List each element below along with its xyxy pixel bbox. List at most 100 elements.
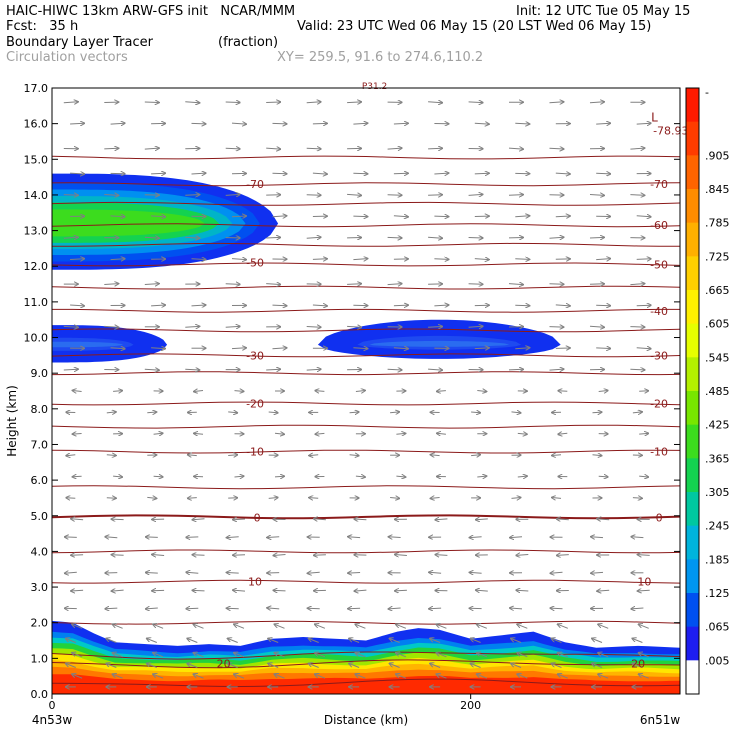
wind-vector-27-13	[596, 173, 610, 174]
contour-line-14	[52, 308, 680, 313]
wind-vector-28-14	[630, 148, 644, 149]
wind-vector-28-2	[144, 148, 159, 149]
colorbar-swatch-13	[686, 525, 699, 560]
wind-vector-21-5	[272, 305, 287, 306]
colorbar-swatch-11	[686, 458, 699, 493]
colorbar: - .905 .845 .785 .725 .665 .605 .545 .485 .425 .36…	[685, 86, 730, 695]
wind-vector-10-10	[470, 537, 482, 538]
wind-vector-14-7	[349, 455, 359, 456]
wind-vector-24-13	[589, 237, 604, 238]
wind-vector-4-4	[228, 639, 238, 643]
wind-vector-1-12	[558, 674, 568, 679]
wind-vector-19-5	[272, 348, 287, 349]
wind-vector-26-8	[387, 195, 402, 196]
wind-vector-11-10	[476, 519, 488, 520]
colorbar-swatch-2	[686, 155, 699, 190]
colorbar-swatch-8	[686, 357, 699, 392]
wind-vector-2-14	[632, 664, 643, 668]
wind-vector-20-1	[104, 326, 118, 327]
wind-vector-5-9	[436, 624, 447, 629]
contour-line-16	[52, 262, 680, 267]
wind-vector-30-12	[549, 102, 564, 103]
wind-vector-16-13	[592, 412, 602, 413]
wind-vector-8-0	[65, 572, 77, 573]
wind-vector-23-1	[110, 259, 125, 260]
wind-vector-16-11	[511, 412, 521, 413]
colorbar-label-0: -	[705, 86, 709, 99]
wind-vector-26-9	[428, 195, 442, 196]
wind-vector-16-5	[268, 412, 278, 413]
wind-vector-12-1	[106, 498, 116, 499]
wind-vector-15-6	[315, 433, 325, 434]
y-axis-label: Height (km)	[5, 385, 19, 456]
wind-vector-21-13	[596, 305, 610, 306]
wind-vector-22-10	[468, 284, 483, 285]
wind-vector-26-11	[508, 195, 523, 196]
wind-vector-30-13	[589, 102, 604, 103]
wind-vector-22-2	[144, 284, 159, 285]
contour-label--30-1: -30	[650, 349, 668, 362]
colorbar-label-8: .485	[705, 385, 730, 398]
wind-vector-19-8	[393, 348, 408, 349]
x-tick-label-0: 0	[49, 699, 56, 712]
wind-vector-2-6	[309, 664, 319, 668]
wind-vector-4-13	[592, 639, 603, 643]
plume-0-layer-5	[52, 209, 205, 237]
wind-vector-29-8	[393, 123, 408, 124]
wind-vector-14-1	[106, 455, 116, 456]
wind-vector-29-7	[353, 123, 367, 124]
wind-vector-3-11	[517, 653, 528, 658]
wind-vector-20-10	[468, 326, 483, 327]
wind-vector-2-5	[268, 664, 279, 668]
wind-vector-5-5	[275, 624, 285, 629]
contour-line-13	[52, 328, 680, 333]
wind-vector-4-5	[268, 639, 279, 643]
wind-vector-5-11	[517, 624, 528, 629]
wind-vector-3-9	[436, 653, 447, 658]
wind-vector-20-7	[347, 326, 361, 327]
wind-vector-3-13	[598, 653, 609, 658]
wind-vector-18-11	[508, 369, 523, 370]
wind-vector-6-9	[429, 608, 442, 609]
wind-vector-2-4	[228, 664, 238, 668]
wind-vector-26-3	[185, 195, 199, 196]
wind-vector-11-4	[233, 519, 246, 520]
contour-label-20-0: 20	[217, 658, 231, 671]
wind-vector-19-7	[353, 348, 367, 349]
wind-vector-3-2	[153, 653, 164, 658]
wind-vector-24-12	[549, 237, 564, 238]
wind-vector-4-14	[632, 639, 643, 643]
wind-vector-6-7	[348, 608, 361, 609]
contour-line-19	[52, 201, 680, 206]
wind-vector-23-6	[312, 259, 327, 260]
wind-vector-8-9	[429, 572, 442, 573]
wind-vector-19-1	[110, 348, 125, 349]
wind-vector-5-6	[315, 624, 326, 629]
contour-line-7	[52, 485, 680, 490]
wind-vector-2-0	[66, 664, 76, 668]
wind-vector-30-9	[428, 102, 442, 103]
contour-line-9	[52, 424, 680, 429]
wind-vector-14-3	[188, 455, 197, 456]
wind-vector-25-4	[231, 216, 246, 217]
wind-vector-15-5	[274, 433, 284, 434]
wind-vector-22-4	[225, 284, 240, 285]
contour-label--30-0: -30	[246, 349, 264, 362]
colorbar-swatch-4	[686, 222, 699, 257]
contour-line-8	[52, 449, 680, 454]
wind-vector-1-14	[639, 674, 649, 679]
wind-vector-26-1	[104, 195, 118, 196]
wind-vector-10-1	[105, 537, 118, 538]
wind-vector-1-3	[194, 674, 204, 679]
wind-vector-17-0	[73, 391, 82, 392]
wind-vector-30-2	[144, 102, 159, 103]
contour-label--70-0: -70	[246, 178, 264, 191]
y-tick-label-17: 17.0	[24, 82, 49, 95]
colorbar-swatch-1	[686, 121, 699, 156]
wind-vector-22-13	[589, 284, 604, 285]
wind-vector-20-3	[185, 326, 199, 327]
wind-vector-27-12	[555, 173, 570, 174]
wind-vector-7-14	[638, 590, 650, 591]
wind-vector-18-3	[185, 369, 199, 370]
wind-vector-18-5	[266, 369, 280, 370]
